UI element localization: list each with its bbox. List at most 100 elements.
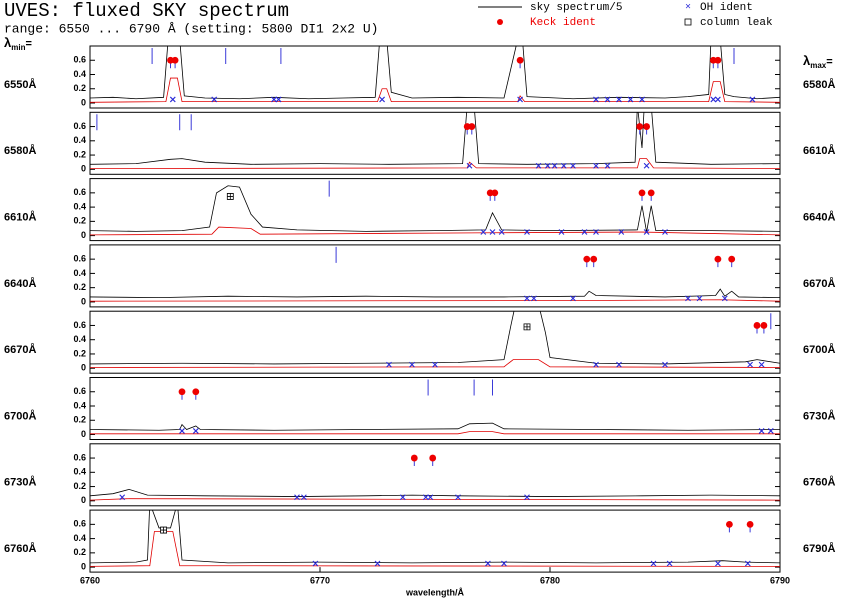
panel-frame	[89, 443, 781, 507]
oh-ident	[119, 494, 126, 501]
oh-ident	[767, 428, 774, 434]
oh-ident	[374, 560, 381, 567]
y-tick-label: 0.4	[73, 467, 86, 477]
oh-ident	[427, 494, 434, 501]
y-tick-label: 0	[81, 296, 86, 306]
y-tick-label: 0.4	[73, 334, 86, 344]
y-tick-label: 0	[81, 230, 86, 240]
oh-ident	[301, 494, 307, 501]
keck-ident	[468, 123, 476, 130]
sky-spectrum	[90, 311, 780, 365]
keck-ident	[590, 255, 598, 263]
oh-ident	[715, 96, 721, 103]
scaled-spectrum	[90, 431, 780, 435]
column-leak	[523, 323, 531, 331]
oh-ident	[749, 96, 756, 103]
panel-frame	[89, 509, 781, 573]
panel-min-label: 6610Å	[4, 211, 36, 224]
oh-ident	[710, 96, 717, 103]
keck-ident	[636, 123, 644, 130]
scaled-spectrum	[90, 498, 780, 501]
oh-ident	[558, 229, 565, 235]
oh-ident	[593, 162, 599, 169]
oh-ident	[498, 229, 505, 235]
oh-ident	[643, 162, 650, 169]
keck-ident	[728, 255, 736, 263]
oh-ident	[643, 229, 650, 235]
oh-ident	[560, 162, 567, 169]
oh-ident	[524, 295, 530, 302]
oh-ident	[294, 494, 300, 501]
panel-frame	[89, 377, 781, 440]
y-tick-label: 0.6	[73, 320, 86, 330]
y-tick-label: 0	[81, 495, 86, 505]
y-tick-label: 0.6	[73, 519, 86, 529]
oh-ident	[744, 560, 751, 567]
x-tick-label: 6790	[770, 575, 790, 585]
oh-ident	[517, 96, 523, 103]
oh-ident	[627, 96, 634, 103]
oh-ident	[685, 295, 691, 302]
panel-max-label: 6640Å	[803, 211, 835, 224]
scaled-spectrum	[90, 226, 780, 236]
sky-spectrum	[90, 46, 780, 100]
panel-min-label: 6670Å	[4, 343, 36, 356]
oh-ident	[604, 162, 611, 169]
column-leak	[226, 193, 234, 200]
keck-ident	[410, 454, 418, 462]
panel-max-label: 6760Å	[803, 476, 835, 489]
panel-min-label: 6640Å	[4, 277, 36, 290]
oh-ident	[721, 295, 728, 302]
panel-min-label: 6580Å	[4, 144, 36, 157]
panel-plot	[90, 454, 780, 501]
x-tick-label: 6770	[310, 575, 330, 585]
oh-ident	[666, 560, 673, 567]
y-tick-label: 0	[81, 97, 86, 107]
y-tick-label: 0.4	[73, 69, 86, 79]
oh-ident	[271, 96, 277, 103]
sky-spectrum	[90, 185, 780, 233]
scaled-spectrum	[90, 531, 780, 567]
oh-ident	[192, 428, 199, 434]
oh-ident	[485, 560, 491, 567]
legend-oh: OH ident	[700, 2, 753, 14]
oh-ident	[616, 361, 622, 368]
panel-plot	[90, 180, 780, 236]
panel-plot	[90, 246, 780, 302]
oh-ident	[379, 96, 385, 103]
sky-spectrum	[90, 422, 780, 431]
oh-ident	[544, 162, 551, 169]
keck-ident	[583, 255, 591, 263]
keck-ident	[714, 56, 722, 64]
panel-plot	[90, 46, 780, 103]
oh-ident	[409, 361, 415, 368]
oh-ident	[662, 229, 668, 235]
keck-ident	[171, 56, 179, 64]
lambda-max: λmax=	[803, 53, 833, 70]
keck-ident	[178, 388, 186, 396]
x-tick-label: 6780	[540, 575, 560, 585]
oh-ident	[593, 229, 599, 235]
scaled-spectrum	[90, 158, 780, 169]
y-tick-label: 0.6	[73, 452, 86, 462]
scaled-spectrum	[90, 299, 780, 302]
y-tick-label: 0.6	[73, 121, 86, 131]
panel-plot	[90, 510, 780, 567]
oh-ident	[312, 560, 319, 567]
y-tick-label: 0.2	[73, 216, 86, 226]
keck-ident	[491, 189, 499, 197]
panel-max-label: 6730Å	[803, 409, 835, 422]
oh-ident	[696, 295, 703, 302]
panel-frame	[89, 310, 781, 374]
scaled-spectrum	[90, 359, 780, 368]
keck-ident	[753, 322, 761, 329]
sky-spectrum	[90, 288, 780, 299]
legend-sky: sky spectrum/5	[530, 2, 622, 14]
y-tick-label: 0.4	[73, 400, 86, 410]
oh-ident	[480, 229, 487, 235]
panel-max-label: 6610Å	[803, 144, 835, 157]
oh-ident	[618, 229, 625, 235]
panel-plot	[90, 379, 780, 435]
keck-ident	[746, 520, 754, 528]
